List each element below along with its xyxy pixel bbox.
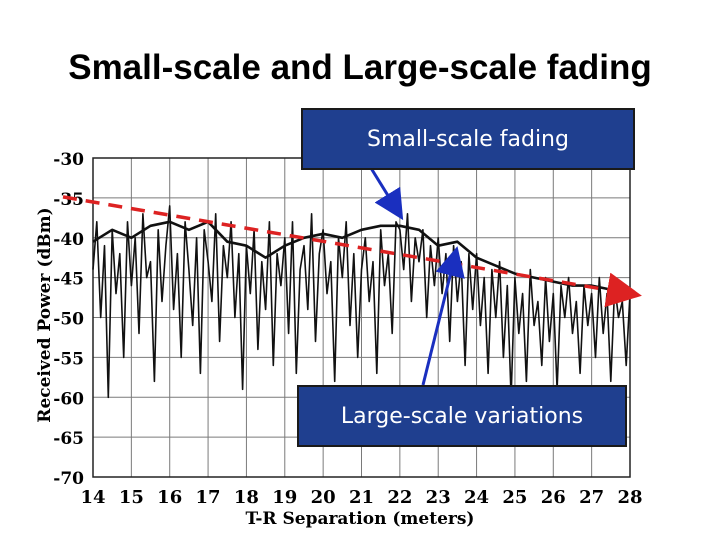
x-tick-label: 15 [119, 487, 144, 508]
y-tick-label: -65 [53, 429, 84, 449]
x-tick-label: 19 [272, 487, 297, 508]
y-tick-label: -35 [53, 190, 84, 210]
y-axis-label: Received Power (dBm) [35, 207, 55, 422]
y-tick-label: -70 [53, 469, 84, 489]
x-tick-label: 20 [311, 487, 336, 508]
x-axis-label: T-R Separation (meters) [246, 509, 475, 529]
large-scale-trend-line [62, 195, 642, 308]
slide-title: Small-scale and Large-scale fading [68, 48, 652, 87]
x-axis-ticks: 14 15 16 17 18 19 20 21 22 23 24 25 26 27 28 [80, 487, 642, 508]
x-tick-label: 25 [502, 487, 527, 508]
y-tick-label: -40 [53, 230, 84, 250]
raw-signal-series [92, 205, 631, 399]
x-tick-label: 23 [426, 487, 451, 508]
x-tick-label: 18 [234, 487, 259, 508]
y-tick-label: -55 [53, 349, 84, 369]
x-tick-label: 17 [196, 487, 221, 508]
x-tick-label: 24 [464, 487, 489, 508]
y-axis-ticks: -30 -35 -40 -45 -50 -55 -60 -65 -70 [53, 150, 84, 489]
y-tick-label: -30 [53, 150, 84, 170]
y-tick-label: -50 [53, 310, 84, 330]
x-tick-label: 22 [387, 487, 412, 508]
large-scale-variations-callout: Large-scale variations [297, 385, 627, 447]
x-tick-label: 26 [541, 487, 566, 508]
y-tick-label: -45 [53, 270, 84, 290]
large-scale-pointer-arrow [421, 246, 465, 386]
x-tick-label: 21 [349, 487, 374, 508]
x-tick-label: 14 [80, 487, 105, 508]
x-tick-label: 28 [617, 487, 642, 508]
y-tick-label: -60 [53, 389, 84, 409]
x-tick-label: 16 [157, 487, 182, 508]
x-tick-label: 27 [579, 487, 604, 508]
small-scale-fading-callout: Small-scale fading [301, 108, 635, 170]
